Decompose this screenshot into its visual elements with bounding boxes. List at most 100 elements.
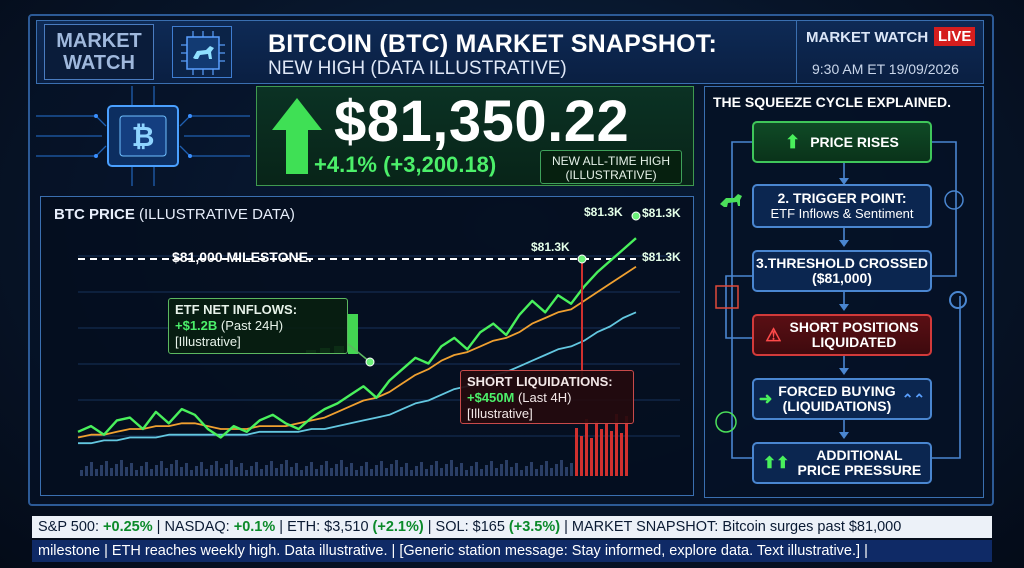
liq-rest: (Last 4H) — [514, 390, 572, 405]
volume-bar — [465, 470, 468, 476]
volume-bar — [400, 467, 403, 476]
volume-bar — [560, 460, 563, 476]
volume-bar — [105, 461, 108, 476]
ticker-part-3: +0.1% — [233, 519, 276, 535]
step6-line2: PRICE PRESSURE — [797, 462, 922, 478]
logo-line2: WATCH — [63, 52, 135, 74]
volume-bar — [255, 462, 258, 476]
volume-bar — [345, 467, 348, 476]
volume-bar — [360, 466, 363, 476]
volume-bar — [390, 464, 393, 476]
volume-bar — [485, 465, 488, 476]
logo-line1: MARKET — [56, 30, 142, 52]
etf-rest: (Past 24H) — [217, 318, 284, 333]
cycle-step-price-rises[interactable]: ⬆ PRICE RISES — [752, 121, 932, 163]
volume-bar — [195, 466, 198, 476]
volume-bar — [600, 429, 603, 476]
volume-bar — [250, 466, 253, 476]
market-watch-label: MARKET WATCH — [806, 29, 929, 46]
volume-bar — [510, 467, 513, 476]
volume-bar — [280, 464, 283, 476]
volume-bar — [450, 460, 453, 476]
series-line-1 — [77, 265, 637, 439]
ath-line1: NEW ALL-TIME HIGH — [551, 154, 670, 168]
up-arrow-icon: ⬆ — [785, 131, 801, 152]
volume-bar — [185, 463, 188, 476]
ticker-part-7: (+3.5%) — [508, 519, 561, 535]
ticker-part-6: | SOL: $165 — [423, 519, 509, 535]
liq-title: SHORT LIQUIDATIONS: — [467, 374, 613, 389]
volume-bar — [615, 414, 618, 476]
step5-text: FORCED BUYING (LIQUIDATIONS) — [778, 384, 895, 414]
etf-inflow-bar — [348, 314, 358, 354]
volume-bar — [415, 466, 418, 476]
step6-line1: ADDITIONAL — [816, 447, 903, 463]
volume-bar — [135, 470, 138, 476]
cycle-step-trigger[interactable]: 2. TRIGGER POINT: ETF Inflows & Sentimen… — [752, 184, 932, 228]
bull-chip-icon — [172, 26, 232, 78]
price-change: +4.1% (+3,200.18) — [314, 152, 497, 177]
market-watch-logo[interactable]: MARKET WATCH — [44, 24, 154, 80]
volume-bar — [530, 462, 533, 476]
ticker-part-0: S&P 500: — [38, 519, 104, 535]
cycle-step-forced-buying[interactable]: ➜ FORCED BUYING (LIQUIDATIONS) ⌃⌃ — [752, 378, 932, 420]
volume-bar — [500, 464, 503, 476]
volume-bar — [575, 428, 578, 476]
milestone-label: $81,000 MILESTONE. — [172, 249, 312, 265]
ath-badge: NEW ALL-TIME HIGH (ILLUSTRATIVE) — [540, 150, 682, 184]
volume-bar — [120, 460, 123, 476]
ticker-part-8: | MARKET SNAPSHOT: Bitcoin surges past $… — [560, 519, 902, 535]
volume-bar — [405, 463, 408, 476]
cycle-step-price-pressure[interactable]: ⬆⬆ ADDITIONAL PRICE PRESSURE — [752, 442, 932, 484]
volume-bar — [275, 468, 278, 476]
volume-bar — [365, 462, 368, 476]
volume-bar — [460, 463, 463, 476]
volume-bar — [340, 460, 343, 476]
price-label-2: $81.3K — [642, 206, 681, 220]
etf-inflows-callout[interactable]: ETF NET INFLOWS: +$1.2B (Past 24H) [Illu… — [168, 298, 348, 354]
volume-bar — [240, 463, 243, 476]
volume-bar — [395, 460, 398, 476]
volume-bar — [570, 463, 573, 476]
volume-bar — [480, 469, 483, 476]
volume-bar — [155, 465, 158, 476]
ath-line2: (ILLUSTRATIVE) — [565, 168, 657, 182]
step5-line1: FORCED BUYING — [778, 383, 896, 399]
cycle-step-threshold[interactable]: 3.THRESHOLD CROSSED ($81,000) — [752, 250, 932, 292]
volume-bar — [445, 464, 448, 476]
volume-bar — [305, 466, 308, 476]
volume-bar — [180, 467, 183, 476]
volume-bar — [440, 468, 443, 476]
cycle-step-short-liquidated[interactable]: ⚠ SHORT POSITIONS LIQUIDATED — [752, 314, 932, 356]
volume-bar — [125, 467, 128, 476]
volume-bar — [525, 466, 528, 476]
liq-value: +$450M — [467, 390, 515, 405]
warning-icon: ⚠ — [765, 324, 782, 345]
volume-bar — [230, 460, 233, 476]
ticker-part-5: (+2.1%) — [372, 519, 424, 535]
short-liquidations-callout[interactable]: SHORT LIQUIDATIONS: +$450M (Last 4H) [Il… — [460, 370, 634, 424]
volume-bar — [475, 462, 478, 476]
volume-bar — [505, 460, 508, 476]
price-label-1: $81.3K — [584, 205, 623, 219]
btc-price-chart[interactable] — [40, 196, 694, 496]
volume-bar — [425, 469, 428, 476]
volume-bar — [430, 465, 433, 476]
etf-title: ETF NET INFLOWS: — [175, 302, 298, 317]
volume-bar — [625, 416, 628, 476]
volume-bar — [375, 465, 378, 476]
volume-bar — [85, 466, 88, 476]
market-watch-panel — [796, 20, 984, 84]
step2-line1: 2. TRIGGER POINT: — [777, 190, 907, 206]
ticker-line-1: S&P 500: +0.25% | NASDAQ: +0.1% | ETH: $… — [32, 516, 992, 538]
chart-point-0 — [577, 254, 587, 264]
volume-bar — [410, 470, 413, 476]
volume-bar — [90, 462, 93, 476]
double-chevron-up-icon: ⌃⌃ — [901, 390, 926, 407]
volume-bar — [290, 467, 293, 476]
volume-bar — [245, 470, 248, 476]
up-arrow-icon — [270, 96, 324, 176]
volume-bar — [150, 469, 153, 476]
liq-line: +$450M (Last 4H) — [467, 390, 627, 406]
volume-bar — [325, 461, 328, 476]
